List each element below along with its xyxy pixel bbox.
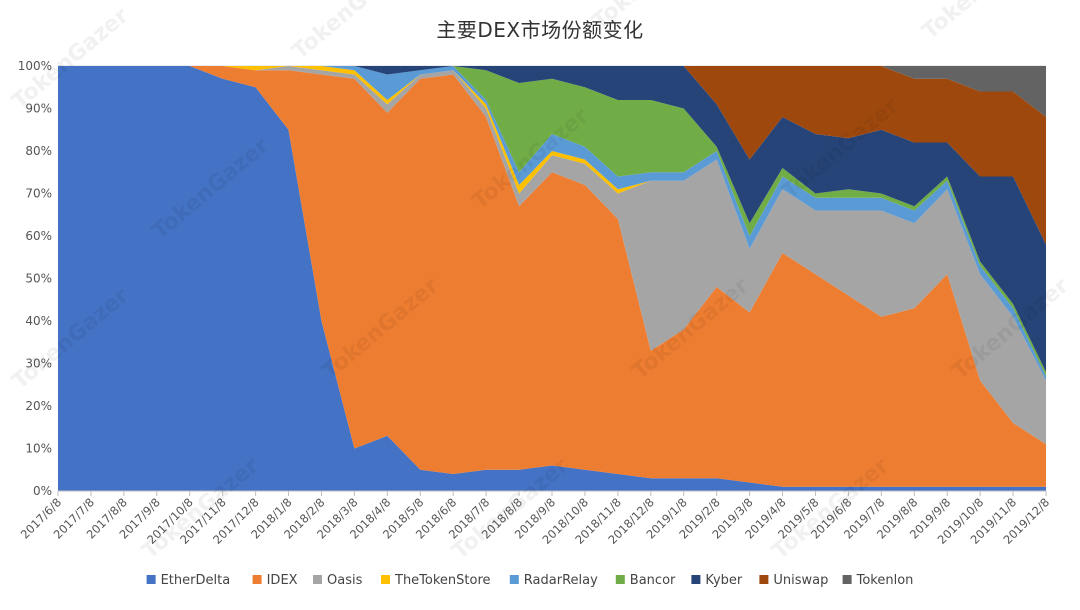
- legend-label-idex: IDEX: [267, 573, 298, 588]
- legend-swatch-idex: [252, 575, 262, 584]
- y-tick-label: 90%: [25, 102, 52, 116]
- y-tick-label: 10%: [25, 442, 52, 456]
- y-tick-label: 100%: [18, 59, 52, 73]
- legend-swatch-radarrelay: [509, 575, 519, 584]
- y-tick-label: 30%: [25, 357, 52, 371]
- series-area-etherdelta: [58, 66, 1046, 491]
- legend-label-etherdelta: EtherDelta: [161, 573, 231, 588]
- y-tick-label: 80%: [25, 144, 52, 158]
- legend-swatch-thetokenstore: [381, 575, 390, 584]
- legend-swatch-etherdelta: [146, 575, 156, 584]
- series-area-oasis: [58, 66, 1046, 445]
- legend-swatch-bancor: [615, 575, 625, 584]
- legend-label-uniswap: Uniswap: [773, 573, 828, 588]
- legend-label-bancor: Bancor: [630, 573, 676, 588]
- series-area-idex: [58, 66, 1046, 487]
- legend-label-oasis: Oasis: [327, 573, 363, 588]
- y-tick-label: 40%: [25, 314, 52, 328]
- y-tick-label: 50%: [25, 272, 52, 286]
- legend-swatch-uniswap: [759, 575, 769, 584]
- watermark-text: TokenGazer: [588, 0, 714, 35]
- plot-area: [58, 66, 1046, 491]
- legend-label-radarrelay: RadarRelay: [524, 573, 598, 588]
- legend-label-thetokenstore: TheTokenStore: [394, 573, 491, 588]
- y-tick-label: 20%: [25, 399, 52, 413]
- series-area-bancor: [58, 66, 1046, 377]
- watermark-text: TokenGazer: [918, 0, 1044, 45]
- legend: EtherDelta IDEX Oasis TheTokenStore RadarRel…: [146, 573, 914, 588]
- legend-swatch-kyber: [691, 575, 701, 584]
- series-area-tokenlon: [58, 66, 1046, 117]
- y-tick-label: 60%: [25, 229, 52, 243]
- series-area-uniswap: [58, 66, 1046, 245]
- legend-label-kyber: Kyber: [705, 573, 743, 588]
- chart-title: 主要DEX市场份额变化: [436, 18, 644, 42]
- legend-swatch-oasis: [313, 575, 322, 584]
- y-tick-label: 70%: [25, 187, 52, 201]
- series-area-kyber: [58, 66, 1046, 372]
- legend-swatch-tokenlon: [842, 575, 852, 584]
- y-tick-label: 0%: [33, 484, 52, 498]
- legend-label-tokenlon: Tokenlon: [856, 573, 914, 588]
- watermark-text: TokenGazer: [288, 0, 414, 65]
